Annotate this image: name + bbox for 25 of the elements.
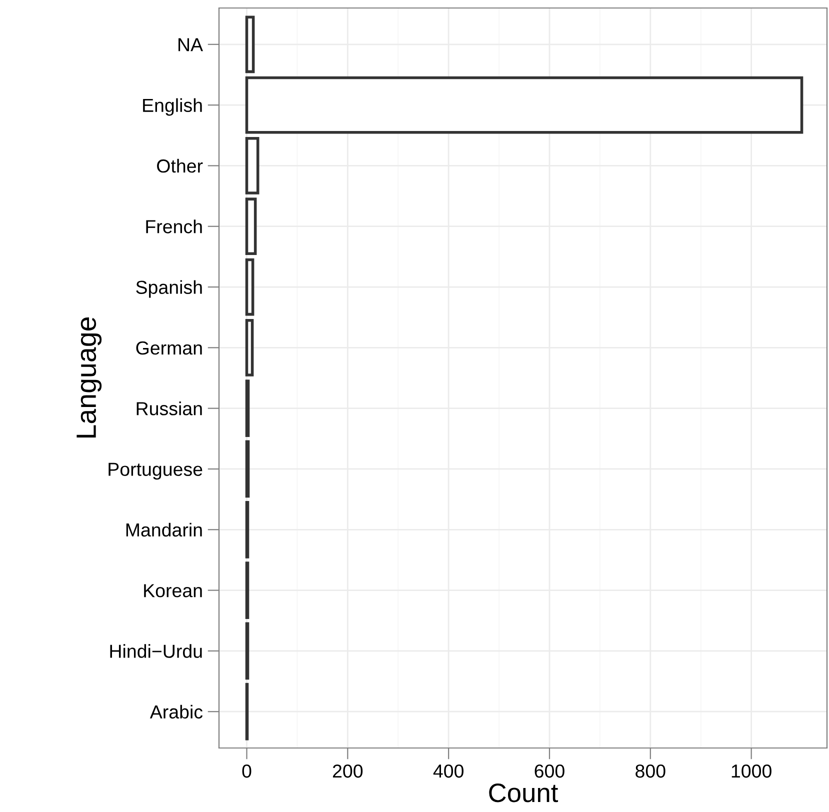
y-tick-label: Other: [157, 158, 203, 173]
y-tick-label: Spanish: [136, 280, 202, 298]
y-tick-label: English: [143, 98, 202, 116]
y-tick-label: French: [146, 220, 202, 234]
x-axis-title: Count: [489, 784, 558, 802]
y-tick-label: German: [136, 341, 202, 355]
y-tick-label: Korean: [144, 584, 202, 598]
y-tick-label: Russian: [136, 402, 202, 416]
x-tick-label: 600: [534, 764, 564, 778]
y-tick-label: Mandarin: [126, 522, 202, 537]
x-tick-label: 1000: [732, 764, 772, 778]
y-tick-label: Hindi−Urdu: [110, 644, 202, 658]
y-axis-title: Language: [76, 317, 102, 438]
y-tick-label: Arabic: [150, 704, 203, 719]
y-tick-label: NA: [178, 38, 203, 52]
bar: [245, 16, 255, 74]
x-tick-label: 400: [433, 764, 464, 778]
bar: [245, 198, 257, 256]
y-tick-label: Portuguese: [108, 462, 202, 480]
x-tick-label: 200: [332, 764, 363, 778]
x-tick-label: 0: [242, 764, 252, 778]
bar: [245, 137, 260, 194]
x-tick-label: 800: [636, 764, 666, 778]
bar: [245, 318, 254, 376]
bar: [245, 258, 254, 316]
